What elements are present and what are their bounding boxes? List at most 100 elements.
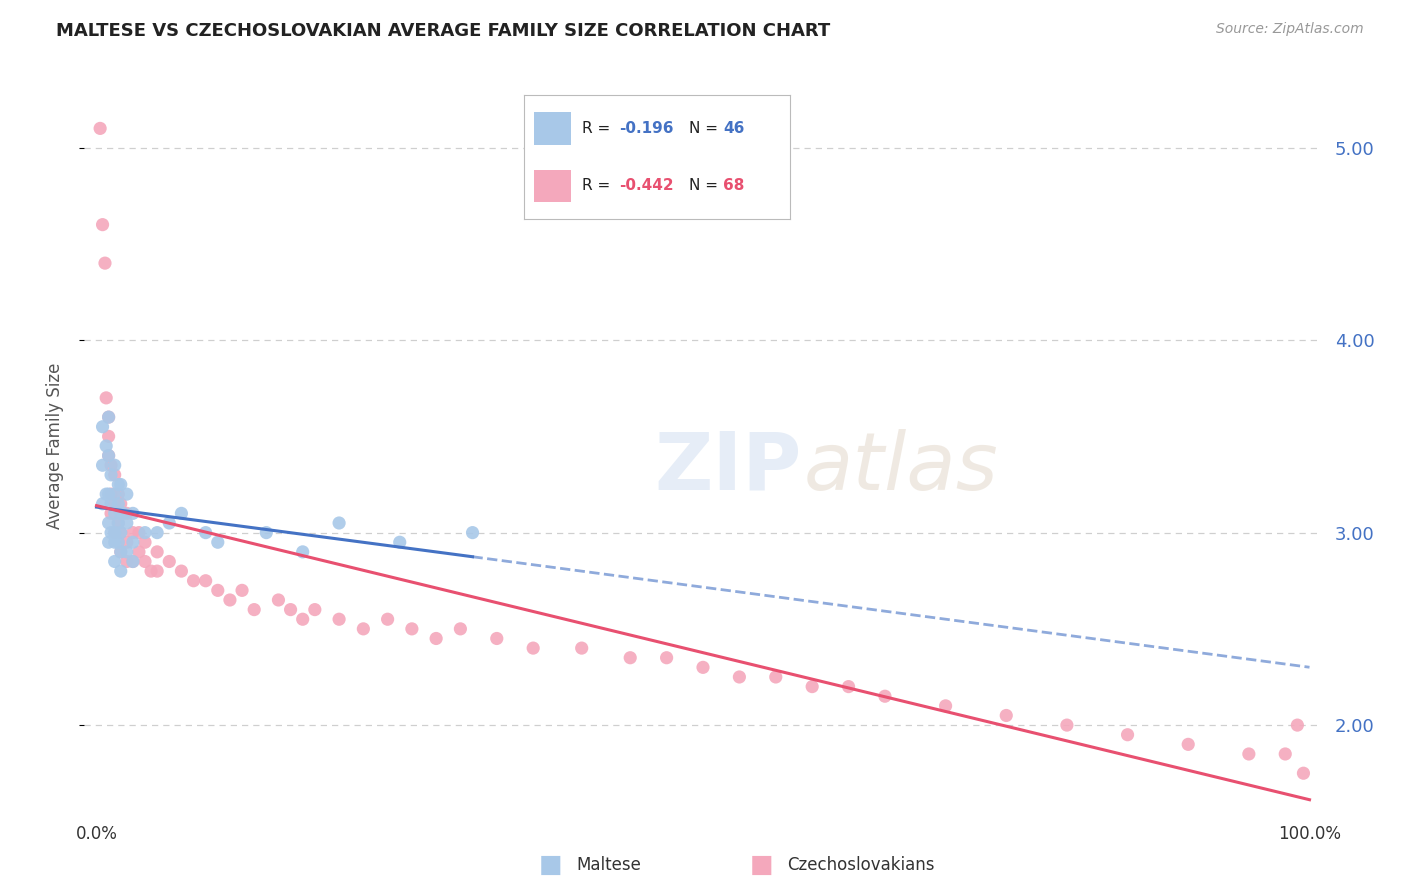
Point xyxy=(995,708,1018,723)
Point xyxy=(100,487,122,501)
Point xyxy=(128,525,150,540)
Point xyxy=(107,516,129,530)
Point xyxy=(1237,747,1260,761)
Point xyxy=(352,622,374,636)
Point xyxy=(115,545,138,559)
Point xyxy=(104,535,127,549)
Point xyxy=(170,564,193,578)
Point xyxy=(107,516,129,530)
Point xyxy=(100,525,122,540)
Point xyxy=(91,458,114,473)
Point xyxy=(110,545,132,559)
Point xyxy=(377,612,399,626)
Point xyxy=(112,507,135,521)
Point xyxy=(97,535,120,549)
Point xyxy=(838,680,860,694)
Point xyxy=(100,467,122,482)
Point xyxy=(461,525,484,540)
Point xyxy=(267,593,290,607)
Point xyxy=(122,554,145,568)
Point xyxy=(328,612,350,626)
Point xyxy=(110,507,132,521)
Point xyxy=(104,458,127,473)
Point xyxy=(97,487,120,501)
Point xyxy=(94,256,117,270)
Point xyxy=(122,554,145,568)
Point xyxy=(104,497,127,511)
Point xyxy=(107,477,129,491)
Point xyxy=(110,564,132,578)
Point xyxy=(328,516,350,530)
Point xyxy=(765,670,787,684)
Point xyxy=(122,535,145,549)
Point xyxy=(146,564,169,578)
Text: ZIP: ZIP xyxy=(654,429,801,507)
Point xyxy=(97,449,120,463)
Point xyxy=(619,650,641,665)
Point xyxy=(115,507,138,521)
Point xyxy=(96,439,118,453)
Text: Czechoslovakians: Czechoslovakians xyxy=(787,856,935,874)
Point xyxy=(291,545,314,559)
Text: Source: ZipAtlas.com: Source: ZipAtlas.com xyxy=(1216,22,1364,37)
Point xyxy=(485,632,508,646)
Point xyxy=(104,507,127,521)
Point xyxy=(207,583,229,598)
Point xyxy=(304,602,326,616)
Point xyxy=(100,497,122,511)
Point xyxy=(97,449,120,463)
Point xyxy=(194,525,217,540)
Point xyxy=(97,410,120,425)
Point xyxy=(183,574,205,588)
Point xyxy=(104,467,127,482)
Point xyxy=(1177,737,1199,751)
Point xyxy=(107,487,129,501)
Point xyxy=(1056,718,1078,732)
Point xyxy=(571,641,593,656)
Point xyxy=(655,650,678,665)
Point xyxy=(100,507,122,521)
Point xyxy=(104,487,127,501)
Point xyxy=(104,525,127,540)
Point xyxy=(122,507,145,521)
Point xyxy=(231,583,253,598)
Point xyxy=(104,554,127,568)
Point xyxy=(89,121,111,136)
Point xyxy=(157,554,180,568)
Point xyxy=(1286,718,1309,732)
Text: ■: ■ xyxy=(749,854,773,877)
Point xyxy=(801,680,824,694)
Point xyxy=(134,525,156,540)
Point xyxy=(97,429,120,443)
Point xyxy=(194,574,217,588)
Point xyxy=(96,391,118,405)
Text: Maltese: Maltese xyxy=(576,856,641,874)
Point xyxy=(134,535,156,549)
Point xyxy=(100,458,122,473)
Point xyxy=(134,554,156,568)
Point xyxy=(243,602,266,616)
Point xyxy=(139,564,162,578)
Point xyxy=(146,545,169,559)
Point xyxy=(692,660,714,674)
Point xyxy=(110,525,132,540)
Point xyxy=(254,525,277,540)
Point xyxy=(170,507,193,521)
Point xyxy=(1274,747,1296,761)
Text: ■: ■ xyxy=(538,854,562,877)
Point xyxy=(115,535,138,549)
Point xyxy=(107,535,129,549)
Point xyxy=(110,525,132,540)
Point xyxy=(91,497,114,511)
Point xyxy=(97,516,120,530)
Point xyxy=(291,612,314,626)
Point xyxy=(1116,728,1139,742)
Point xyxy=(91,218,114,232)
Point xyxy=(280,602,302,616)
Point xyxy=(122,525,145,540)
Point xyxy=(104,525,127,540)
Point xyxy=(97,410,120,425)
Point xyxy=(935,698,957,713)
Point xyxy=(728,670,751,684)
Point xyxy=(96,487,118,501)
